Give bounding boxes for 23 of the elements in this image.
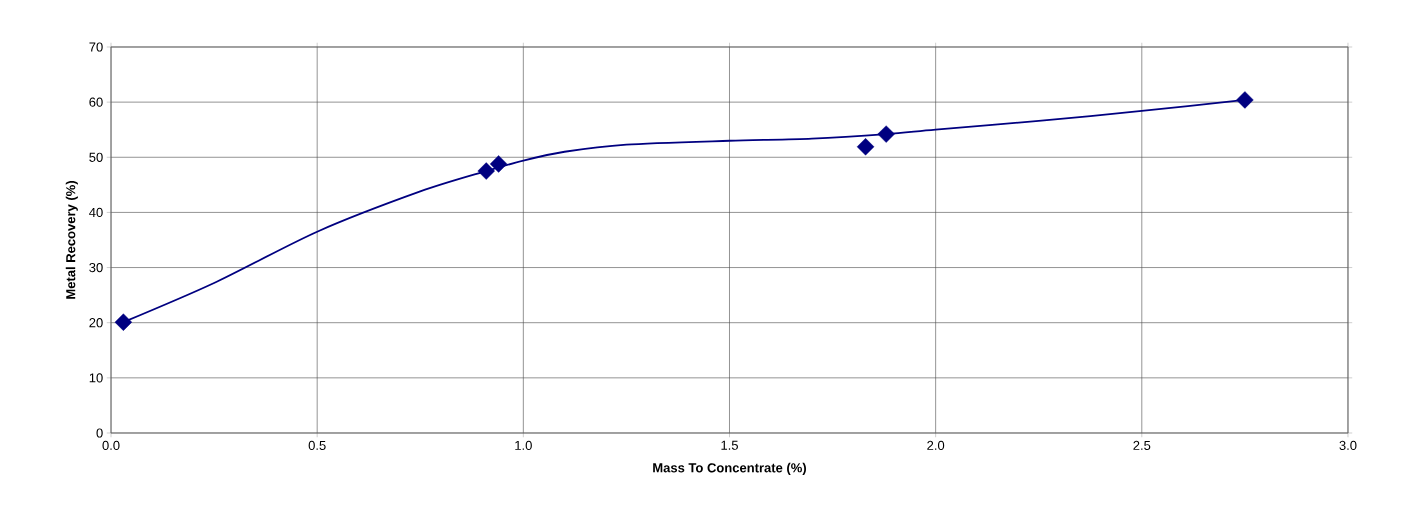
x-tick-label: 1.5	[721, 440, 738, 450]
y-tick-label: 10	[89, 373, 103, 383]
point	[877, 125, 895, 143]
y-tick-label: 30	[89, 262, 103, 273]
x-tick-label: 3.0	[1339, 440, 1357, 450]
x-axis-title: Mass To Concentrate (%)	[653, 462, 806, 475]
x-tick-label: 2.5	[1133, 440, 1151, 450]
point	[856, 138, 875, 156]
x-tick-label: 0.0	[102, 440, 120, 450]
point	[1236, 91, 1254, 109]
y-tick-label: 60	[89, 97, 103, 107]
point	[477, 162, 495, 180]
y-tick-label: 40	[89, 207, 103, 218]
y-tick-label: 50	[89, 152, 103, 162]
x-tick-label: 0.5	[308, 440, 326, 450]
x-tick-label: 1.0	[515, 440, 532, 450]
point	[114, 313, 133, 331]
x-tick-label: 2.0	[927, 440, 945, 450]
y-tick-label: 70	[89, 42, 103, 52]
y-tick-label: 0	[96, 428, 103, 438]
point	[489, 155, 508, 173]
y-tick-label: 20	[89, 318, 103, 328]
y-axis-title: Metal Recovery (%)	[65, 181, 78, 299]
